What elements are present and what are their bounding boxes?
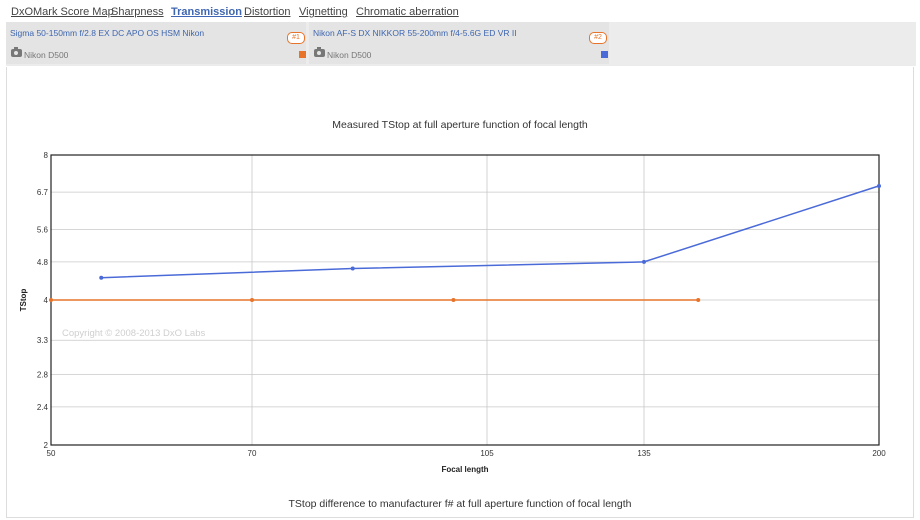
tab-chromatic-aberration[interactable]: Chromatic aberration (356, 6, 459, 18)
tstop-line-chart: 2 2.4 2.8 3.3 4 4.8 5.6 6.7 8 50 70 105 135 200 TSto… (19, 151, 887, 474)
data-point-series-1 (250, 298, 254, 302)
data-point-series-2 (642, 259, 646, 264)
tab-transmission[interactable]: Transmission (171, 6, 242, 18)
chart-title: Measured TStop at full aperture function… (332, 119, 588, 131)
y-tick-label: 2 (44, 441, 49, 450)
tab-dxomark-score-map[interactable]: DxOMark Score Map (11, 6, 114, 18)
lens-1-badge: #1 (287, 32, 305, 44)
y-tick-label: 2.8 (37, 371, 49, 380)
lens-2-name[interactable]: Nikon AF-S DX NIKKOR 55-200mm f/4-5.6G E… (313, 28, 517, 38)
tab-bar: DxOMark Score Map Sharpness Transmission… (0, 0, 920, 22)
x-tick-label: 135 (637, 449, 651, 458)
tab-vignetting[interactable]: Vignetting (299, 6, 348, 18)
lens-card-1[interactable]: Sigma 50-150mm f/2.8 EX DC APO OS HSM Ni… (6, 22, 306, 64)
y-tick-label: 5.6 (37, 226, 49, 235)
x-tick-label: 200 (872, 449, 886, 458)
data-point-series-2 (99, 275, 104, 280)
second-chart-title: TStop difference to manufacturer f# at f… (288, 498, 632, 510)
lens-2-badge: #2 (589, 32, 607, 44)
data-point-series-1 (49, 298, 53, 302)
y-tick-labels: 2 2.4 2.8 3.3 4 4.8 5.6 6.7 8 (37, 151, 49, 450)
x-axis-label: Focal length (441, 465, 488, 474)
tab-sharpness[interactable]: Sharpness (111, 6, 164, 18)
camera-icon (314, 47, 325, 57)
lens-2-color-swatch (601, 51, 608, 58)
copyright-watermark: Copyright © 2008-2013 DxO Labs (62, 328, 205, 339)
lens-card-2[interactable]: Nikon AF-S DX NIKKOR 55-200mm f/4-5.6G E… (309, 22, 609, 64)
lens-1-color-swatch (299, 51, 306, 58)
x-tick-labels: 50 70 105 135 200 (47, 449, 887, 458)
y-tick-label: 2.4 (37, 403, 49, 412)
data-point-series-2 (877, 183, 881, 188)
lens-2-camera: Nikon D500 (327, 50, 372, 60)
camera-icon (11, 47, 22, 57)
data-point-series-2 (350, 266, 355, 271)
series-lines (49, 183, 881, 302)
y-tick-label: 8 (44, 151, 49, 160)
x-tick-label: 50 (47, 449, 56, 458)
y-tick-label: 4 (44, 296, 49, 305)
y-tick-label: 4.8 (37, 258, 49, 267)
x-tick-label: 105 (480, 449, 494, 458)
x-tick-label: 70 (248, 449, 257, 458)
chart-panel (6, 67, 914, 518)
data-point-series-1 (451, 298, 456, 302)
lens-1-name[interactable]: Sigma 50-150mm f/2.8 EX DC APO OS HSM Ni… (10, 28, 205, 38)
y-axis-label: TStop (19, 289, 28, 312)
y-tick-label: 3.3 (37, 336, 49, 345)
data-point-series-1 (696, 298, 701, 302)
series-line-2 (101, 185, 880, 279)
tab-distortion[interactable]: Distortion (244, 6, 291, 18)
lens-1-camera: Nikon D500 (24, 50, 69, 60)
y-tick-label: 6.7 (37, 188, 49, 197)
